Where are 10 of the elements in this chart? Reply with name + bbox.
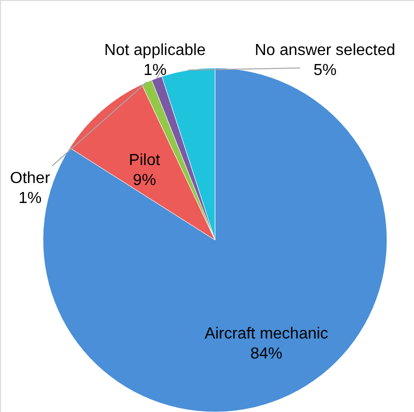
data-label: 5% (313, 62, 337, 79)
slice-label: Pilot (128, 152, 161, 170)
data-label: 84% (250, 345, 282, 362)
slice-label: Not applicable (104, 42, 206, 59)
slice-label: Other (10, 170, 51, 187)
data-label: 9% (132, 172, 156, 190)
slice-label: No answer selected (254, 42, 396, 59)
data-label: 1% (18, 190, 42, 207)
data-label: 1% (143, 62, 167, 79)
slice-label: Aircraft mechanic (204, 325, 328, 342)
